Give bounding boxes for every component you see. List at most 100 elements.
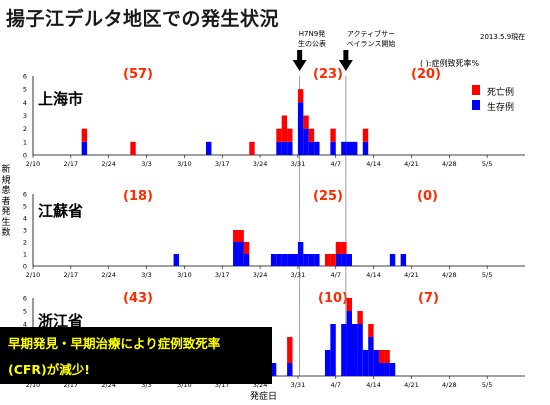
region-label: 江蘇省	[38, 202, 83, 220]
y-tick-label: 1	[23, 138, 27, 146]
y-tick-label: 1	[23, 251, 27, 259]
cfr-label: (57)	[123, 67, 153, 82]
bar-alive	[346, 141, 352, 155]
bar-dead	[287, 128, 293, 142]
x-tick-label: 4/21	[404, 381, 419, 389]
bar-alive	[297, 102, 304, 155]
bar-dead	[384, 350, 390, 363]
bar-dead	[81, 128, 88, 142]
x-tick-label: 5/5	[482, 271, 492, 279]
x-tick-label: 3/10	[177, 271, 192, 279]
x-tick-label: 4/7	[331, 271, 341, 279]
x-tick-label: 4/21	[404, 271, 419, 279]
bar-alive	[341, 324, 347, 376]
y-axis-label: 新規患者発生数	[1, 165, 11, 238]
annotation-line: アクティブサー	[346, 30, 396, 38]
y-tick-label: 0	[23, 263, 27, 271]
region-label: 浙江省	[38, 312, 83, 330]
callout-box	[0, 327, 272, 384]
bar-alive	[243, 254, 250, 266]
legend-swatch-alive	[472, 100, 480, 110]
x-tick-label: 4/7	[331, 160, 341, 168]
x-tick-label: 3/17	[215, 381, 230, 389]
bar-dead	[303, 115, 309, 129]
bar-dead	[346, 298, 352, 311]
x-tick-label: 3/10	[177, 160, 192, 168]
date-note: 2013.5.9現在	[480, 33, 526, 41]
cfr-label: (18)	[123, 189, 153, 204]
bar-alive	[81, 141, 88, 155]
x-tick-label: 5/5	[482, 381, 492, 389]
x-tick-label: 4/14	[366, 381, 381, 389]
arrow-head	[338, 60, 353, 71]
x-tick-label: 3/24	[253, 381, 268, 389]
x-tick-label: 3/31	[291, 381, 306, 389]
bar-alive	[330, 324, 336, 376]
cfr-label: (10)	[318, 291, 348, 306]
x-tick-label: 4/28	[442, 271, 457, 279]
annotation-h7n9-announce: H7N9発 生の公表	[287, 29, 337, 49]
bar-alive	[238, 242, 244, 266]
bar-dead	[379, 350, 385, 363]
bar-alive	[368, 337, 374, 376]
bar-alive	[287, 254, 293, 266]
bar-alive	[292, 254, 298, 266]
y-tick-label: 2	[23, 239, 27, 247]
bar-alive	[379, 363, 385, 376]
bar-dead	[368, 324, 374, 337]
x-tick-label: 4/14	[366, 160, 381, 168]
bar-dead	[362, 128, 369, 142]
y-tick-label: 6	[23, 295, 27, 303]
x-tick-label: 3/10	[177, 381, 192, 389]
bar-dead	[249, 141, 255, 155]
y-tick-label: 6	[23, 73, 27, 81]
x-tick-label: 3/17	[215, 160, 230, 168]
bar-alive	[276, 254, 282, 266]
region-label: 上海市	[38, 90, 83, 108]
x-tick-label: 4/14	[366, 271, 381, 279]
x-tick-label: 2/17	[64, 381, 79, 389]
bar-dead	[130, 141, 136, 155]
y-tick-label: 6	[23, 191, 27, 199]
y-tick-label: 2	[23, 125, 27, 133]
x-tick-label: 3/3	[141, 160, 151, 168]
bar-alive	[281, 141, 288, 155]
y-tick-label: 5	[23, 308, 27, 316]
bar-alive	[335, 254, 342, 266]
cfr-note: ( ):症例致死率%	[420, 59, 480, 68]
x-tick-label: 4/28	[442, 160, 457, 168]
callout-line-1: 早期発見・早期治療により症例致死率	[8, 336, 221, 351]
y-tick-label: 4	[23, 321, 27, 329]
x-tick-label: 3/17	[215, 271, 230, 279]
bar-dead	[276, 128, 282, 142]
x-tick-label: 2/17	[64, 160, 79, 168]
bar-alive	[314, 254, 320, 266]
bar-dead	[357, 311, 363, 324]
annotation-line: ベイランス開始	[346, 40, 396, 48]
bar-dead	[243, 242, 250, 254]
bar-alive	[384, 363, 390, 376]
y-tick-label: 3	[23, 227, 27, 235]
bar-alive	[330, 141, 336, 155]
x-tick-label: 4/21	[404, 160, 419, 168]
arrow-shaft	[297, 50, 303, 60]
annotation-surveillance: アクティブサー ベイランス開始	[340, 29, 402, 49]
bar-alive	[276, 141, 282, 155]
bar-alive	[206, 141, 212, 155]
bar-dead	[330, 254, 336, 266]
y-tick-label: 5	[23, 203, 27, 211]
bar-alive	[308, 254, 315, 266]
y-tick-label: 3	[23, 112, 27, 120]
annotation-line: 生の公表	[298, 40, 326, 48]
bar-alive	[270, 363, 277, 376]
legend-label-alive: 生存例	[487, 103, 515, 113]
bar-alive	[389, 363, 396, 376]
bar-alive	[357, 324, 363, 376]
bar-alive	[297, 242, 304, 266]
legend-label-dead: 死亡例	[487, 88, 515, 98]
x-tick-label: 3/24	[253, 271, 268, 279]
bar-dead	[281, 115, 288, 142]
bar-dead	[287, 337, 293, 363]
x-tick-label: 3/31	[291, 160, 306, 168]
